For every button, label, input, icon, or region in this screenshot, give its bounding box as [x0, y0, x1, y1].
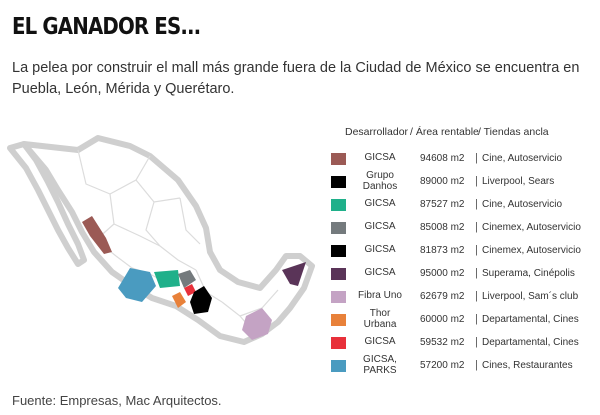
anchor-stores: Cinemex, Autoservicio — [482, 245, 581, 256]
color-swatch — [331, 222, 346, 234]
rentable-area: 62679 m2 — [420, 291, 465, 302]
map-region-oaxaca — [242, 308, 272, 340]
developer-name: Fibra Uno — [358, 290, 402, 301]
source-note: Fuente: Empresas, Mac Arquitectos. — [12, 393, 222, 408]
table-row: GICSA 81873 m2 | Cinemex, Autoservicio — [320, 240, 600, 262]
anchor-stores: Cine, Autoservicio — [482, 153, 563, 164]
column-separator: | — [475, 313, 478, 325]
developer-name: GICSA, PARKS — [363, 354, 397, 376]
anchor-stores: Liverpool, Sam´s club — [482, 291, 579, 302]
column-separator: | — [475, 198, 478, 210]
table-row: GICSA 87527 m2 | Cine, Autoservicio — [320, 194, 600, 216]
table-row: Fibra Uno 62679 m2 | Liverpool, Sam´s club — [320, 286, 600, 308]
color-swatch — [331, 337, 346, 349]
developer-name: Grupo Danhos — [362, 170, 398, 192]
developer-name: GICSA — [364, 267, 396, 278]
anchor-stores: Liverpool, Sears — [482, 176, 555, 187]
table-row: GICSA 59532 m2 | Departamental, Cines — [320, 332, 600, 354]
rentable-area: 89000 m2 — [420, 176, 465, 187]
anchor-stores: Cinemex, Autoservicio — [482, 222, 581, 233]
anchor-stores: Departamental, Cines — [482, 314, 579, 325]
developer-name: Thor Urbana — [363, 308, 397, 330]
column-separator: | — [475, 336, 478, 348]
page-title: EL GANADOR ES... — [12, 14, 201, 40]
map-region-sinaloa — [82, 216, 112, 254]
header-anchor: Tiendas ancla — [478, 126, 549, 138]
map-region-michoacan — [172, 292, 186, 308]
column-separator: | — [475, 175, 478, 187]
page-subtitle: La pelea por construir el mall más grand… — [12, 60, 580, 97]
column-separator: | — [475, 221, 478, 233]
developer-name: GICSA — [364, 244, 396, 255]
map-region-yucatan — [282, 262, 306, 286]
map-region-jalisco — [118, 268, 156, 302]
developer-name: GICSA — [364, 336, 396, 347]
developer-name: GICSA — [364, 221, 396, 232]
color-swatch — [331, 176, 346, 188]
color-swatch — [331, 153, 346, 165]
color-swatch — [331, 314, 346, 326]
table-row: GICSA 94608 m2 | Cine, Autoservicio — [320, 148, 600, 170]
color-swatch — [331, 268, 346, 280]
color-swatch — [331, 360, 346, 372]
color-swatch — [331, 245, 346, 257]
color-swatch — [331, 199, 346, 211]
anchor-stores: Superama, Cinépolis — [482, 268, 575, 279]
column-separator: | — [475, 359, 478, 371]
anchor-stores: Cine, Autoservicio — [482, 199, 563, 210]
mexico-map — [7, 135, 315, 345]
table-row: Thor Urbana 60000 m2 | Departamental, Cines — [320, 308, 600, 331]
rentable-area: 57200 m2 — [420, 360, 465, 371]
map-region-guanajuato — [154, 270, 180, 288]
rentable-area: 95000 m2 — [420, 268, 465, 279]
column-separator: | — [475, 290, 478, 302]
map-mainland — [21, 135, 315, 345]
table-row: GICSA 85008 m2 | Cinemex, Autoservicio — [320, 217, 600, 239]
column-separator: | — [475, 152, 478, 164]
rentable-area: 85008 m2 — [420, 222, 465, 233]
header-developer: Desarrollador — [345, 126, 409, 138]
column-separator: | — [475, 267, 478, 279]
rentable-area: 81873 m2 — [420, 245, 465, 256]
anchor-stores: Cines, Restaurantes — [482, 360, 573, 371]
rentable-area: 60000 m2 — [420, 314, 465, 325]
header-area: Área rentable — [410, 126, 479, 138]
rentable-area: 94608 m2 — [420, 153, 465, 164]
column-separator: | — [475, 244, 478, 256]
rentable-area: 87527 m2 — [420, 199, 465, 210]
table-row: Grupo Danhos 89000 m2 | Liverpool, Sears — [320, 170, 600, 193]
developer-name: GICSA — [364, 198, 396, 209]
rentable-area: 59532 m2 — [420, 337, 465, 348]
map-region-queretaro — [178, 270, 196, 288]
map-region-cdmx — [184, 284, 196, 296]
developer-name: GICSA — [364, 152, 396, 163]
anchor-stores: Departamental, Cines — [482, 337, 579, 348]
table-row: GICSA, PARKS 57200 m2 | Cines, Restaurantes — [320, 354, 600, 377]
color-swatch — [331, 291, 346, 303]
table-row: GICSA 95000 m2 | Superama, Cinépolis — [320, 263, 600, 285]
map-region-puebla — [190, 286, 212, 314]
